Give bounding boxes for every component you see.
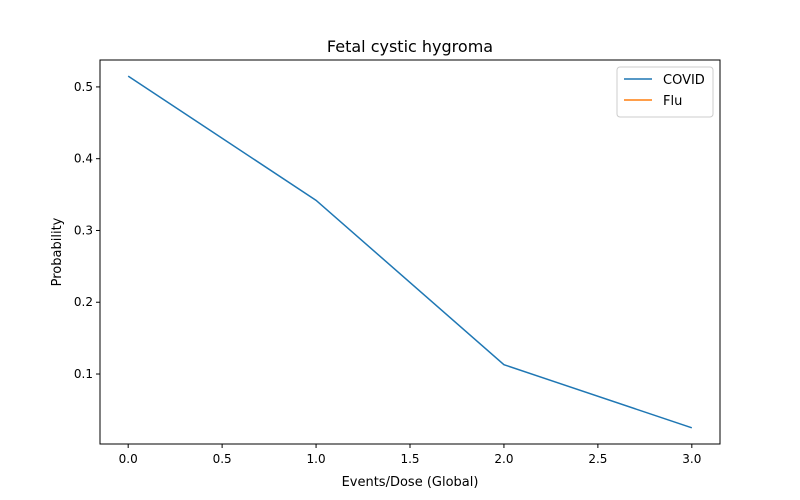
y-tick-label: 0.5: [74, 80, 93, 94]
series-line-covid: [127, 75, 693, 429]
x-tick-label: 1.0: [307, 452, 326, 466]
x-axis-label: Events/Dose (Global): [342, 475, 479, 490]
y-tick-label: 0.3: [74, 223, 93, 237]
legend-label-covid: COVID: [663, 73, 705, 88]
x-tick-label: 1.5: [400, 452, 419, 466]
x-tick-label: 2.5: [588, 452, 607, 466]
y-axis-label: Probability: [50, 217, 65, 286]
legend: COVID Flu: [616, 66, 714, 118]
series-layer: [127, 75, 693, 429]
y-tick-label: 0.1: [74, 367, 93, 381]
y-tick-label: 0.2: [74, 295, 93, 309]
y-tick-label: 0.4: [74, 152, 93, 166]
plot-area-frame: [99, 59, 721, 445]
x-tick-label: 2.0: [494, 452, 513, 466]
y-axis-ticks: 0.1 0.2 0.3 0.4 0.5: [74, 80, 100, 381]
chart-title: Fetal cystic hygroma: [327, 37, 493, 56]
legend-label-flu: Flu: [663, 94, 682, 109]
x-tick-label: 3.0: [682, 452, 701, 466]
x-tick-label: 0.5: [213, 452, 232, 466]
x-axis-ticks: 0.0 0.5 1.0 1.5 2.0 2.5 3.0: [119, 444, 701, 466]
x-tick-label: 0.0: [119, 452, 138, 466]
